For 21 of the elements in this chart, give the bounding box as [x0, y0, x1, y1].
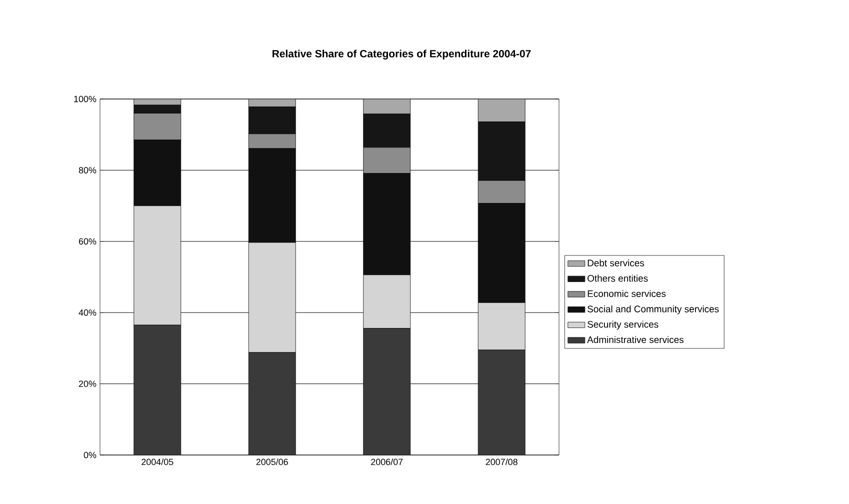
bar	[134, 324, 182, 455]
bar	[363, 328, 411, 455]
legend-label: Economic services	[588, 290, 666, 298]
legend-label: Debt services	[588, 259, 644, 266]
legend-label: Security services	[588, 320, 658, 330]
y-tick-label: 80%	[78, 167, 96, 174]
x-tick-label: 2007/08	[486, 458, 518, 466]
y-tick-label: 0%	[84, 452, 96, 458]
x-tick-label: 2004/05	[142, 458, 174, 466]
chart-title: Relative Share of Categories of Expenditure 2004-07	[272, 50, 531, 60]
y-tick-label: 60%	[78, 238, 96, 245]
x-tick-label: 2005/06	[256, 458, 288, 466]
bar	[248, 352, 296, 455]
y-tick-label: 20%	[78, 380, 96, 387]
bar	[478, 350, 526, 455]
legend-label: Administrative services	[587, 336, 684, 344]
y-tick-label: 100%	[74, 96, 96, 102]
y-tick-label: 40%	[78, 309, 96, 316]
x-tick-label: 2006/07	[371, 458, 403, 466]
legend-label: Social and Community services	[588, 305, 719, 314]
legend-label: Others entities	[588, 274, 648, 282]
